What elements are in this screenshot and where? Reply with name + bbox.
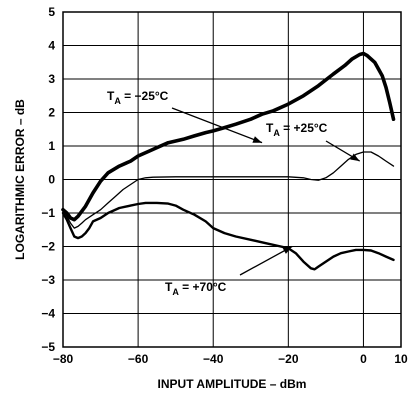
plot-frame [62,11,402,348]
annotation-rest: = +70°C [179,280,227,294]
y-tick-label: −5 [41,340,55,354]
x-tick-label: 0 [360,352,367,366]
series-line-1 [62,151,395,229]
x-axis-label: INPUT AMPLITUDE – dBm [158,377,307,391]
y-tick-label: 2 [48,106,55,120]
annotation-ta-plus70: TA = +70°C [165,280,227,297]
annotation-main: T [266,121,274,135]
series-group [61,51,396,271]
annotation-rest: = +25°C [280,121,328,135]
y-tick-label: −4 [41,307,55,321]
annotation-main: T [165,280,173,294]
annotation-main: T [107,89,115,103]
x-tick-label: −60 [128,352,149,366]
x-tick-labels: −80 −60 −40 −20 0 10 [53,352,408,366]
y-tick-label: 0 [48,173,55,187]
grid [63,12,401,347]
y-tick-label: 3 [48,72,55,86]
y-axis-label: LOGARITHMIC ERROR – dB [13,99,27,260]
arrowhead-icon [282,246,293,254]
annotation-rest: = −25°C [121,89,169,103]
annotation-sub: A [273,128,280,138]
x-tick-label: 10 [394,352,408,366]
annotation-sub: A [114,96,121,106]
y-tick-labels: −5 −4 −3 −2 −1 0 1 2 3 4 5 [41,5,55,354]
arrowhead-icon [252,136,262,143]
series-line-2 [61,201,395,271]
annotation-leaders [171,107,361,276]
y-tick-label: −2 [41,240,55,254]
series-line-0 [61,51,396,222]
x-tick-label: −80 [53,352,74,366]
annotation-ta-plus25: TA = +25°C [266,121,328,138]
y-tick-label: 1 [48,139,55,153]
annotation-leader [239,245,293,276]
annotation-ta-minus25: TA = −25°C [107,89,169,106]
y-tick-label: −3 [41,273,55,287]
arrowhead-icon [350,153,360,162]
y-tick-label: 5 [48,5,55,19]
annotation-sub: A [172,287,179,297]
annotation-leader [171,107,263,144]
y-tick-label: 4 [48,39,55,53]
x-tick-label: −20 [278,352,299,366]
y-tick-label: −1 [41,206,55,220]
x-tick-label: −40 [203,352,224,366]
